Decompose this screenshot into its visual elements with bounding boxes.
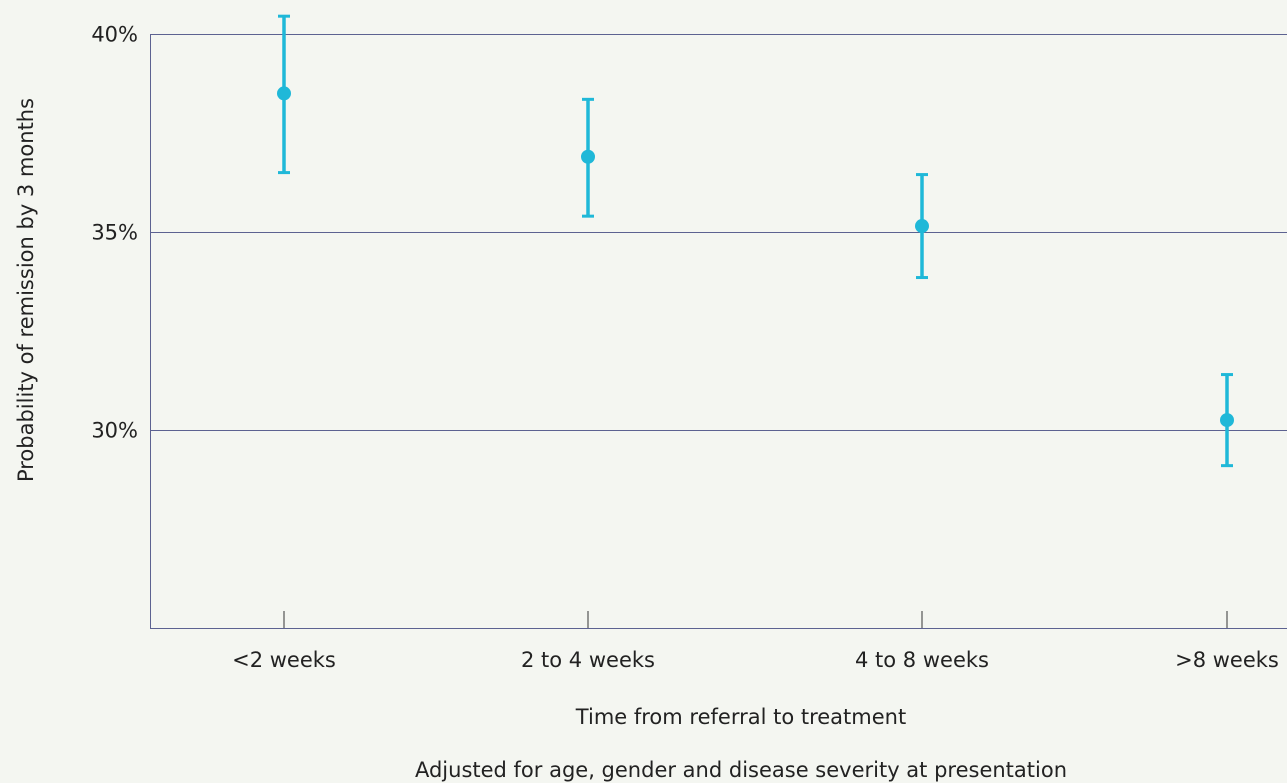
y-tick-label: 30% — [91, 419, 138, 443]
data-point-group — [915, 173, 929, 280]
x-tick-label: 4 to 8 weeks — [855, 648, 989, 672]
y-tick-label: 35% — [91, 221, 138, 245]
chart-note: Adjusted for age, gender and disease sev… — [415, 758, 1067, 782]
data-point-group — [581, 97, 595, 218]
y-tick-labels: 30% 35% 40% — [91, 23, 138, 443]
data-point-group — [277, 14, 291, 175]
grid-layer — [150, 34, 1287, 431]
data-point-group — [1220, 373, 1234, 468]
data-point — [915, 219, 929, 234]
y-axis-title: Probability of remission by 3 months — [14, 98, 38, 482]
x-tick-label: 2 to 4 weeks — [521, 648, 655, 672]
x-tick-label: >8 weeks — [1175, 648, 1279, 672]
data-point — [581, 149, 595, 164]
x-axis-title: Time from referral to treatment — [575, 705, 906, 729]
series-layer — [277, 14, 1234, 468]
data-point — [1220, 413, 1234, 428]
x-tick-labels: <2 weeks 2 to 4 weeks 4 to 8 weeks >8 weeks — [232, 611, 1279, 672]
x-tick-label: <2 weeks — [232, 648, 336, 672]
data-point — [277, 86, 291, 101]
y-tick-label: 40% — [91, 23, 138, 47]
